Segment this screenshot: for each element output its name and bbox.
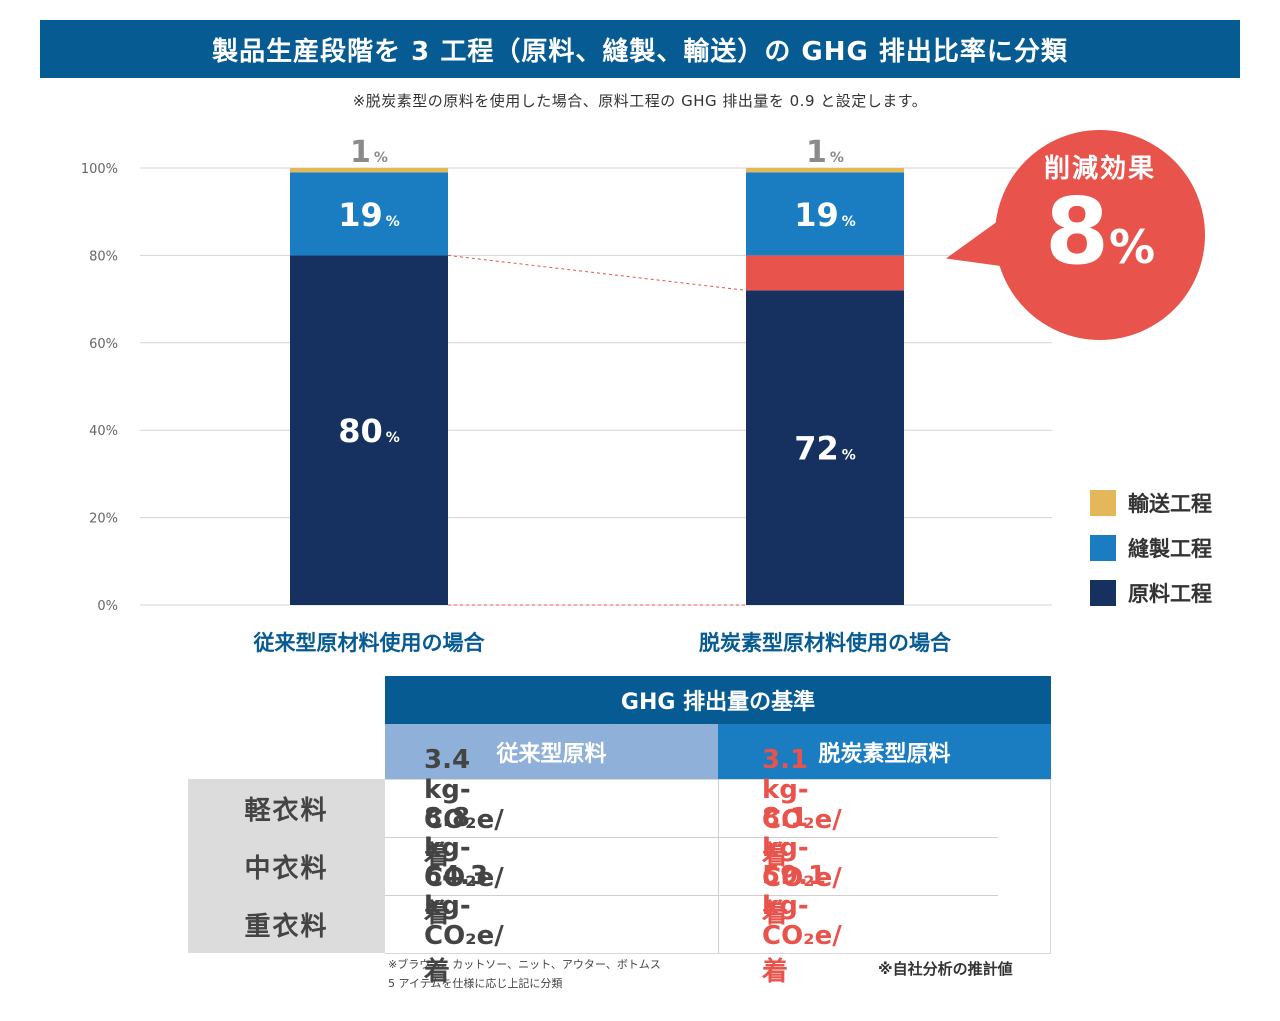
bar-segment-reduction (746, 255, 904, 290)
data-label: 1% (350, 135, 388, 170)
cell-heavy-decarbonized: 59.1 kg-CO₂e/ 着 (762, 895, 842, 953)
y-tick-label: 80% (89, 249, 118, 264)
row-label-light: 軽衣料 (188, 779, 385, 837)
data-label-unit: % (842, 448, 856, 464)
legend-label: 原料工程 (1128, 578, 1212, 608)
callout-value: 8% (995, 186, 1205, 278)
legend-label: 縫製工程 (1128, 533, 1212, 563)
y-tick-label: 40% (89, 424, 118, 439)
y-tick-label: 60% (89, 337, 118, 352)
data-label-unit: % (842, 214, 856, 230)
reduction-callout: 削減効果 8% (995, 130, 1205, 340)
chart-legend: 輸送工程 縫製工程 原料工程 (1090, 480, 1212, 615)
category-label: 従来型原材料使用の場合 (253, 631, 486, 655)
legend-item-transport: 輸送工程 (1090, 480, 1212, 525)
legend-item-sewing: 縫製工程 (1090, 525, 1212, 570)
table-header: GHG 排出量の基準 (385, 676, 1051, 724)
legend-item-material: 原料工程 (1090, 570, 1212, 615)
data-label: 1% (806, 135, 844, 170)
legend-swatch-transport (1090, 490, 1116, 516)
callout-unit: % (1109, 220, 1155, 274)
legend-swatch-sewing (1090, 535, 1116, 561)
footnote-items: ※ブラウス、カットソー、ニット、アウター、ボトムス 5 アイテムを仕様に応じ上記… (388, 955, 661, 993)
data-label-unit: % (374, 150, 388, 166)
y-tick-label: 20% (89, 512, 118, 527)
footnote-line: ※ブラウス、カットソー、ニット、アウター、ボトムス (388, 955, 661, 974)
column-divider (718, 779, 719, 953)
y-tick-label: 100% (81, 162, 118, 177)
y-tick-label: 0% (97, 599, 118, 614)
connector-line (448, 255, 746, 290)
footnote-estimate: ※自社分析の推計値 (878, 958, 1013, 979)
legend-label: 輸送工程 (1128, 488, 1212, 518)
callout-number: 8 (1045, 178, 1109, 285)
data-label-unit: % (386, 214, 400, 230)
footnote-line: 5 アイテムを仕様に応じ上記に分類 (388, 974, 661, 993)
cell-heavy-conventional: 64.3 kg-CO₂e/ 着 (424, 895, 504, 953)
category-label: 脱炭素型原材料使用の場合 (699, 631, 952, 655)
row-label-heavy: 重衣料 (188, 895, 385, 953)
row-label-medium: 中衣料 (188, 837, 385, 895)
legend-swatch-material (1090, 580, 1116, 606)
data-label-unit: % (830, 150, 844, 166)
data-label-unit: % (386, 430, 400, 446)
